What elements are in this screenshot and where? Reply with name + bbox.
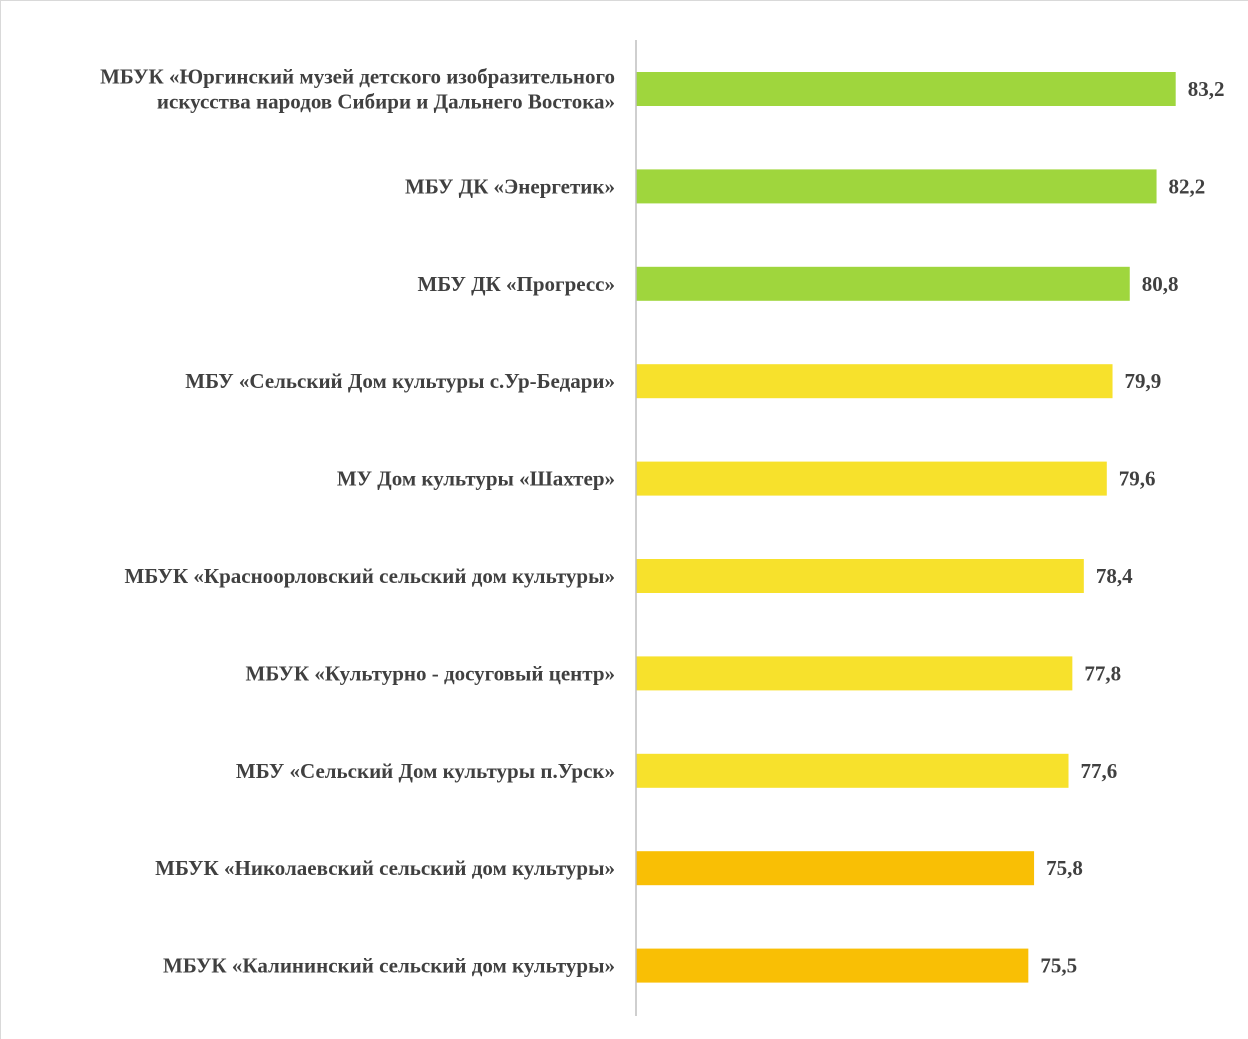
category-label-4: МБУ «Сельский Дом культуры с.Ур-Бедари» [185, 369, 615, 393]
category-label-1: МБУК «Юргинский музей детского изобразит… [100, 65, 615, 114]
bar-2 [636, 169, 1157, 204]
category-label-line: искусства народов Сибири и Дальнего Вост… [157, 90, 615, 114]
category-label-line: МБУК «Калининский сельский дом культуры» [163, 954, 615, 978]
value-label-9: 75,8 [1046, 856, 1083, 880]
category-label-line: МБУ ДК «Энергетик» [405, 174, 615, 198]
category-label-line: МБУК «Юргинский музей детского изобразит… [100, 65, 615, 89]
value-label-7: 77,8 [1084, 661, 1121, 685]
category-label-line: МУ Дом культуры «Шахтер» [337, 467, 615, 491]
bar-6 [636, 559, 1084, 593]
category-label-2: МБУ ДК «Энергетик» [405, 174, 615, 198]
bar-4 [636, 364, 1113, 399]
value-labels-group: 83,2 82,2 80,8 79,9 79,6 78,4 77,8 77,6 75,8 75,5 [1040, 77, 1224, 978]
bar-7 [636, 656, 1073, 691]
value-label-6: 78,4 [1096, 564, 1133, 588]
bar-9 [636, 851, 1035, 886]
value-label-10: 75,5 [1040, 954, 1077, 978]
bars-group [636, 72, 1176, 983]
category-label-line: МБУК «Николаевский сельский дом культуры… [155, 856, 615, 880]
category-label-9: МБУК «Николаевский сельский дом культуры… [155, 856, 615, 880]
category-label-line: МБУ «Сельский Дом культуры п.Урск» [236, 759, 615, 783]
category-label-8: МБУ «Сельский Дом культуры п.Урск» [236, 759, 615, 783]
value-label-3: 80,8 [1142, 272, 1179, 296]
category-label-7: МБУК «Культурно - досуговый центр» [246, 661, 615, 685]
value-label-4: 79,9 [1125, 369, 1162, 393]
value-label-5: 79,6 [1119, 467, 1156, 491]
bar-1 [636, 72, 1176, 106]
category-labels-group: МБУК «Юргинский музей детского изобразит… [100, 65, 615, 978]
category-label-3: МБУ ДК «Прогресс» [417, 272, 615, 296]
category-label-line: МБУ «Сельский Дом культуры с.Ур-Бедари» [185, 369, 615, 393]
category-label-line: МБУК «Красноорловский сельский дом культ… [125, 564, 615, 588]
category-label-6: МБУК «Красноорловский сельский дом культ… [125, 564, 615, 588]
category-label-line: МБУК «Культурно - досуговый центр» [246, 661, 615, 685]
bar-8 [636, 753, 1069, 788]
bar-3 [636, 266, 1130, 301]
bar-5 [636, 461, 1107, 496]
category-label-5: МУ Дом культуры «Шахтер» [337, 467, 615, 491]
category-label-line: МБУ ДК «Прогресс» [417, 272, 615, 296]
value-label-1: 83,2 [1188, 77, 1225, 101]
value-label-2: 82,2 [1169, 174, 1206, 198]
bar-10 [636, 948, 1029, 983]
category-label-10: МБУК «Калининский сельский дом культуры» [163, 954, 615, 978]
value-label-8: 77,6 [1081, 759, 1118, 783]
